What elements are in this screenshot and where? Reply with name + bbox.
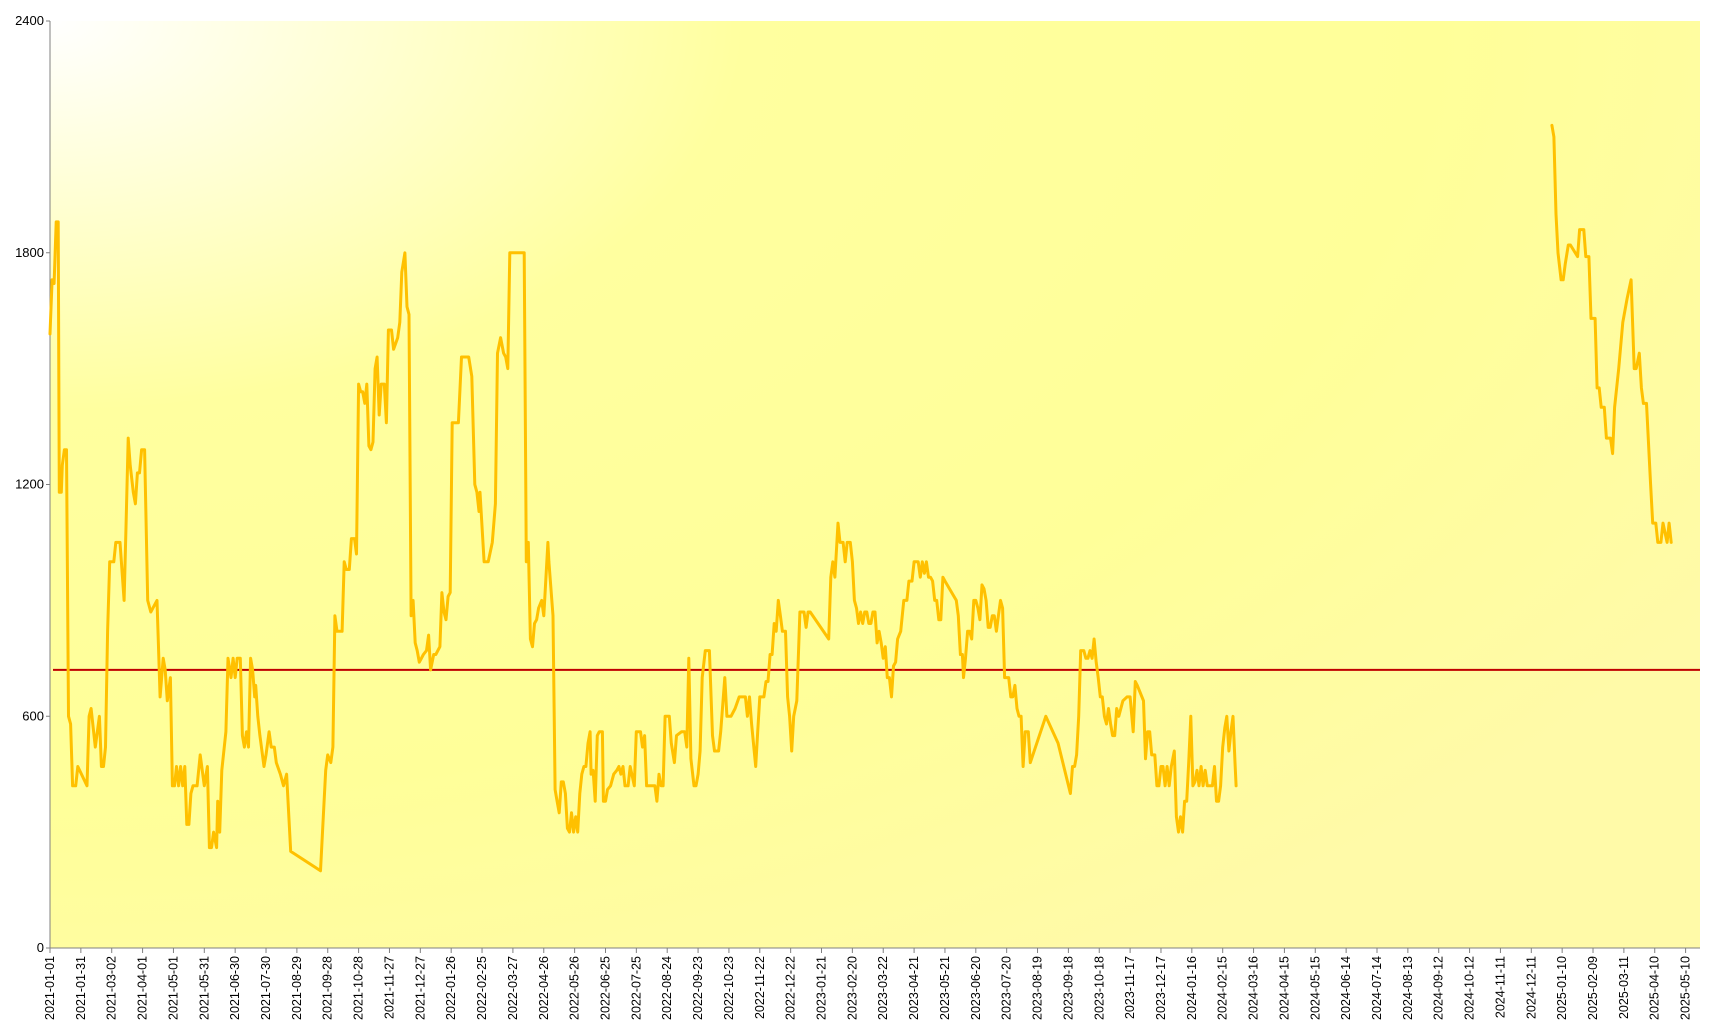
x-tick-label: 2025-05-10 (1679, 956, 1693, 1020)
x-tick-label: 2022-01-26 (444, 956, 458, 1020)
x-tick-label: 2024-03-16 (1247, 956, 1261, 1020)
y-tick-label: 2400 (15, 13, 44, 28)
x-tick-label: 2022-12-22 (784, 956, 798, 1020)
x-tick-label: 2025-01-10 (1555, 956, 1569, 1020)
y-tick-label: 0 (37, 940, 44, 955)
x-tick-label: 2025-03-11 (1617, 956, 1631, 1019)
x-tick-label: 2023-03-22 (876, 956, 890, 1020)
x-tick-label: 2022-09-23 (691, 956, 705, 1020)
x-tick-label: 2021-11-27 (382, 956, 396, 1019)
series-line-segment (1550, 123, 1673, 544)
x-tick-label: 2021-07-30 (259, 956, 273, 1020)
x-tick-label: 2021-06-30 (228, 956, 242, 1020)
x-tick-label: 2021-03-02 (105, 956, 119, 1020)
x-tick-label: 2022-07-25 (629, 956, 643, 1020)
x-tick-label: 2022-11-22 (753, 956, 767, 1019)
x-tick-label: 2024-05-15 (1308, 956, 1322, 1020)
x-tick-label: 2022-10-23 (722, 956, 736, 1020)
x-tick-label: 2021-01-01 (43, 956, 57, 1020)
x-tick-label: 2023-07-20 (1000, 956, 1014, 1020)
x-tick-label: 2023-08-19 (1031, 956, 1045, 1020)
x-tick-label: 2024-12-11 (1524, 956, 1538, 1019)
x-tick-label: 2022-06-25 (598, 956, 612, 1020)
x-tick-label: 2022-04-26 (537, 956, 551, 1020)
x-tick-label: 2023-12-17 (1154, 956, 1168, 1020)
y-axis: 0 600 1200 1800 2400 (15, 13, 51, 955)
x-tick-label: 2023-05-21 (938, 956, 952, 1020)
y-tick-label: 1800 (15, 245, 44, 260)
series-line (48, 123, 1673, 873)
x-axis: 2021-01-01 2021-01-31 2021-03-02 2021-04-01… (43, 947, 1700, 1020)
x-tick-label: 2024-10-12 (1463, 956, 1477, 1020)
x-tick-label: 2021-01-31 (74, 956, 88, 1020)
x-tick-label: 2021-04-01 (136, 956, 150, 1020)
x-tick-label: 2021-09-28 (321, 956, 335, 1020)
y-tick-label: 1200 (15, 477, 44, 492)
x-tick-label: 2024-01-16 (1185, 956, 1199, 1020)
x-tick-label: 2023-06-20 (969, 956, 983, 1020)
x-tick-label: 2023-11-17 (1123, 956, 1137, 1019)
x-tick-label: 2025-04-10 (1648, 956, 1662, 1020)
x-tick-label: 2024-04-15 (1277, 956, 1291, 1020)
x-tick-label: 2023-09-18 (1061, 956, 1075, 1020)
x-tick-label: 2022-03-27 (506, 956, 520, 1020)
x-tick-label: 2024-07-14 (1370, 956, 1384, 1020)
x-tick-label: 2021-12-27 (413, 956, 427, 1020)
plot-area (50, 21, 1700, 948)
x-tick-label: 2024-11-11 (1493, 956, 1507, 1018)
x-tick-label: 2025-02-09 (1586, 956, 1600, 1020)
x-tick-label: 2022-02-25 (475, 956, 489, 1020)
y-tick-label: 600 (22, 708, 44, 723)
x-tick-label: 2023-01-21 (815, 956, 829, 1020)
x-tick-label: 2021-05-31 (197, 956, 211, 1020)
x-tick-label: 2021-05-01 (166, 956, 180, 1020)
x-tick-label: 2023-04-21 (907, 956, 921, 1020)
x-tick-label: 2023-10-18 (1092, 956, 1106, 1020)
x-tick-label: 2024-09-12 (1432, 956, 1446, 1020)
x-tick-label: 2024-06-14 (1339, 956, 1353, 1020)
x-tick-label: 2024-08-13 (1401, 956, 1415, 1020)
x-tick-label: 2022-05-26 (568, 956, 582, 1020)
x-tick-label: 2021-10-28 (352, 956, 366, 1020)
x-tick-label: 2024-02-15 (1216, 956, 1230, 1020)
x-tick-label: 2021-08-29 (290, 956, 304, 1020)
x-tick-label: 2022-08-24 (660, 956, 674, 1020)
series-line-segment (48, 220, 1238, 873)
x-tick-label: 2023-02-20 (845, 956, 859, 1020)
